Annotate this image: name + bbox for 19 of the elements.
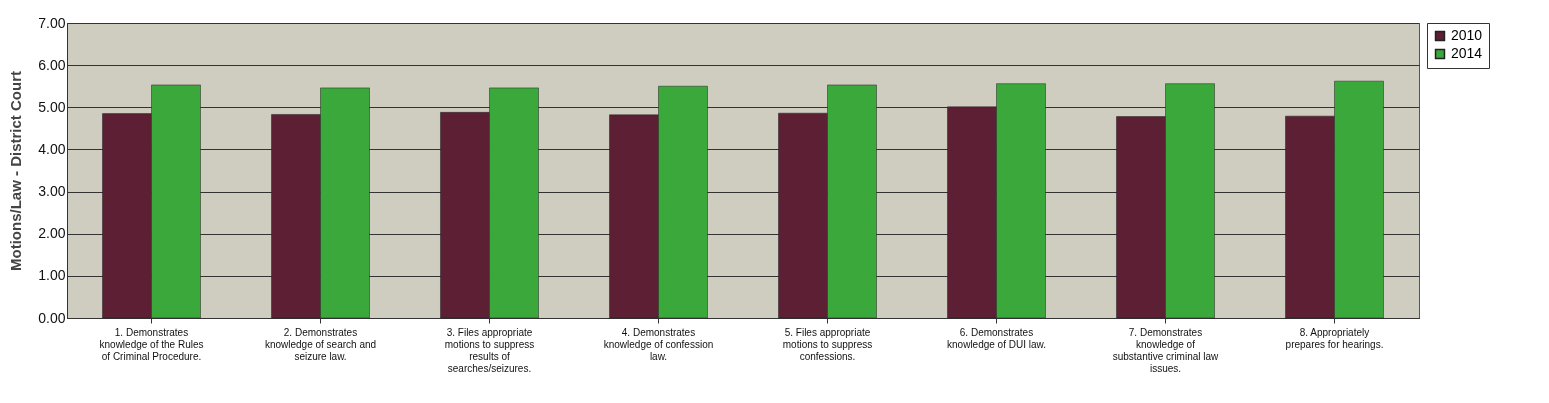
x-tick-label: 8. Appropriately prepares for hearings. xyxy=(1285,326,1384,350)
x-tick-label: 2. Demonstrates knowledge of search and seizure law. xyxy=(264,326,377,362)
legend-label: 2014 xyxy=(1451,45,1483,61)
x-tick-label: 7. Demonstrates knowledge of substantive criminal law issues. xyxy=(1112,326,1220,374)
y-tick-label: 0.00 xyxy=(38,309,66,326)
legend-label: 2010 xyxy=(1451,27,1483,43)
y-tick-label: 2.00 xyxy=(38,225,66,242)
y-tick-label: 5.00 xyxy=(38,98,66,115)
x-tick-label: 4. Demonstrates knowledge of confession law. xyxy=(603,326,714,362)
y-tick-label: 3.00 xyxy=(38,183,66,200)
y-tick-label: 4.00 xyxy=(38,140,66,157)
x-tick-label: 5. Files appropriate motions to suppress confessions. xyxy=(782,326,873,362)
x-tick-label: 3. Files appropriate motions to suppress results of searches/seizures. xyxy=(444,326,535,374)
y-tick-label: 1.00 xyxy=(38,267,66,284)
y-tick-label: 7.00 xyxy=(38,14,66,31)
y-axis-title: Motions/Law - District Court xyxy=(7,71,25,271)
x-tick-label: 1. Demonstrates knowledge of the Rules of Criminal Procedure. xyxy=(99,326,204,362)
x-tick-label: 6. Demonstrates knowledge of DUI law. xyxy=(947,326,1046,350)
y-tick-label: 6.00 xyxy=(38,56,66,73)
